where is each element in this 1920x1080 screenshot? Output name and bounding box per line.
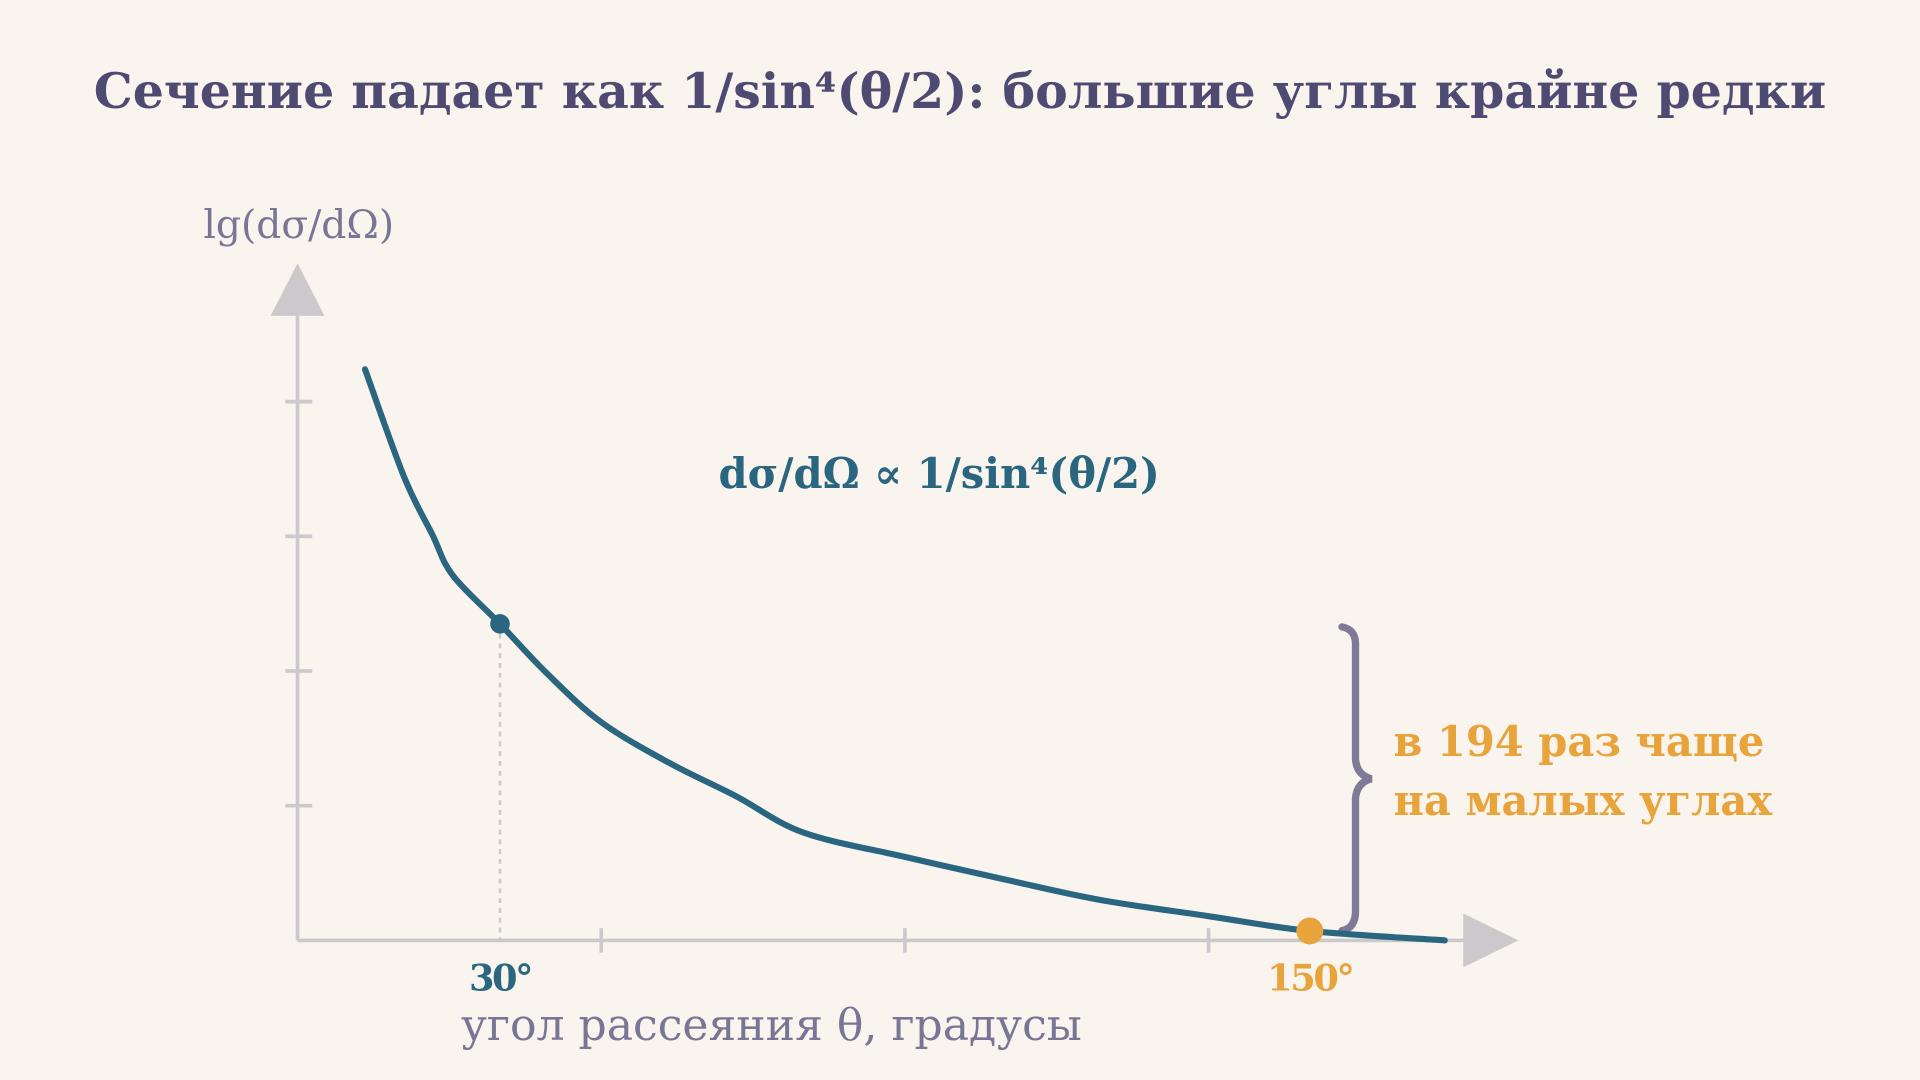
y-axis-label: lg(dσ/dΩ): [203, 203, 394, 248]
highlight-point: [1296, 917, 1324, 945]
y-axis-arrow: [270, 263, 325, 316]
formula: dσ/dΩ ∝ 1/sin⁴(θ/2): [719, 449, 1160, 498]
annotation: в 194 раз чаще: [1393, 717, 1764, 766]
brace: [1338, 623, 1373, 935]
annotation: на малых углах: [1393, 776, 1773, 825]
highlight-label: 30°: [469, 956, 531, 999]
curve: [361, 366, 1448, 944]
x-axis-label: угол рассеяния θ, градусы: [461, 1000, 1082, 1051]
highlight-point: [490, 614, 510, 634]
highlight-label: 150°: [1267, 956, 1352, 999]
x-axis-arrow: [1463, 913, 1519, 968]
chart-title: Сечение падает как 1/sin⁴(θ/2): большие …: [94, 62, 1826, 120]
